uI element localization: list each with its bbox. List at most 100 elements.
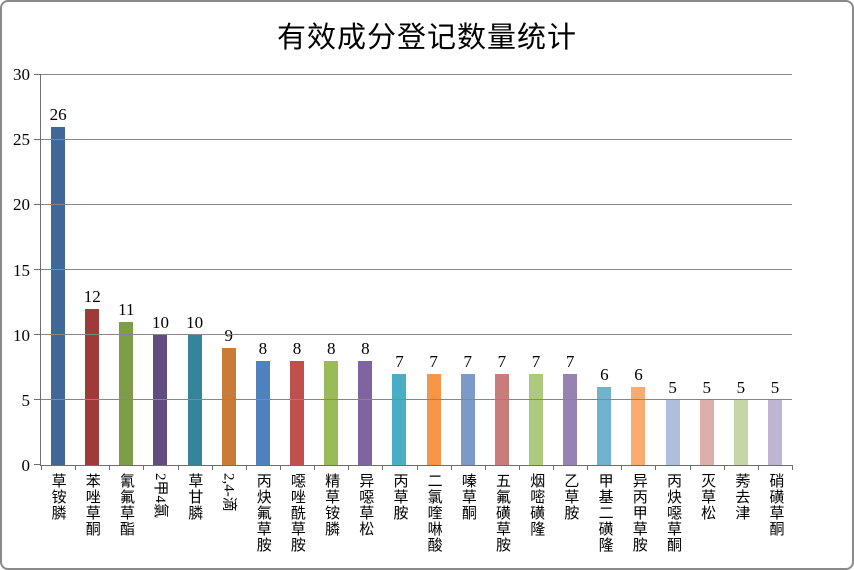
x-axis-tick (382, 465, 384, 470)
category-label-text: 硝磺草酮 (767, 473, 784, 537)
bar-value-label: 5 (736, 378, 746, 398)
x-axis-tick (109, 465, 111, 470)
y-axis-tick-label: 25 (13, 130, 30, 150)
x-axis-tick (484, 465, 486, 470)
bar-value-label: 6 (600, 365, 609, 384)
x-axis-tick (587, 465, 589, 470)
bar-value-label: 26 (49, 105, 67, 124)
gridline (41, 334, 792, 336)
bar (221, 348, 236, 465)
x-axis-tick (143, 465, 145, 470)
category-label-text: 丙草胺 (391, 473, 408, 521)
y-axis-tick (34, 204, 41, 206)
x-axis-category-label: 丙炔氟草胺 (245, 473, 279, 553)
bar-slot: 8 (280, 75, 314, 465)
y-axis-tick (34, 74, 41, 75)
bar-slot: 5 (690, 75, 724, 465)
bar-value-label: 8 (292, 339, 302, 358)
category-label-text: 2甲4氯 (152, 473, 169, 519)
gridline (41, 269, 792, 270)
bar-value-label: 9 (224, 326, 234, 345)
x-axis-category-label: 烟嘧磺隆 (519, 473, 553, 537)
bar-slot: 9 (212, 75, 246, 465)
bar-slot: 7 (417, 75, 451, 465)
y-axis-tick-label: 30 (13, 65, 30, 84)
bar-value-label: 8 (258, 339, 268, 358)
bar (426, 374, 441, 465)
category-label-text: 莠去津 (733, 473, 750, 521)
category-label-text: 噁唑酰草胺 (288, 473, 305, 553)
bar-value-label: 11 (118, 300, 135, 319)
x-axis-category-label: 嗪草酮 (450, 473, 484, 521)
bar (494, 374, 509, 465)
x-axis-tick (553, 465, 555, 470)
bars-container: 26 12 11 10 10 9 8 8 8 8 7 7 7 7 7 7 6 6 5 5 5 5 (41, 75, 792, 465)
x-axis-category-label: 苯唑草酮 (74, 473, 108, 537)
x-axis-tick (245, 465, 247, 470)
bar-value-label: 7 (497, 352, 507, 371)
category-label-text: 异丙甲草胺 (630, 473, 647, 553)
x-axis-tick (177, 465, 179, 470)
bar-slot: 8 (314, 75, 348, 465)
x-axis-category-label: 五氟磺草胺 (484, 473, 518, 553)
x-axis-category-label: 2甲4氯 (143, 473, 177, 518)
x-axis-tick (757, 465, 759, 470)
x-axis-category-label: 丙炔噁草酮 (655, 473, 689, 553)
bar (255, 361, 270, 465)
bar-slot: 10 (178, 75, 212, 465)
category-label-text: 灭草松 (699, 473, 716, 521)
category-label-text: 五氟磺草胺 (494, 473, 511, 553)
bar-slot: 6 (587, 75, 621, 465)
bar-slot: 7 (553, 75, 587, 465)
bar-slot: 12 (75, 75, 109, 465)
bar-value-label: 7 (463, 352, 473, 371)
category-label-text: 草铵膦 (49, 473, 66, 521)
y-axis-tick-label: 10 (13, 325, 30, 345)
bar-value-label: 5 (770, 378, 780, 398)
gridline (41, 139, 792, 140)
category-label-text: 二氯喹啉酸 (425, 473, 442, 553)
bar (563, 374, 578, 465)
bar (529, 374, 544, 465)
bar (324, 361, 339, 465)
x-axis-category-label: 精草铵膦 (314, 473, 348, 537)
category-label-text: 嗪草酮 (459, 473, 476, 521)
bar-slot: 8 (246, 75, 280, 465)
bar-slot: 7 (382, 75, 416, 465)
bar (460, 374, 475, 465)
x-axis-tick (723, 465, 725, 470)
bar (631, 387, 646, 465)
gridline (41, 399, 792, 401)
bar-value-label: 8 (361, 339, 370, 358)
x-axis-category-label: 乙草胺 (553, 473, 587, 521)
x-axis-tick (416, 465, 418, 470)
x-axis-tick (621, 465, 623, 470)
bar-slot: 10 (143, 75, 177, 465)
category-label-text: 异噁草松 (357, 473, 374, 537)
bar-value-label: 7 (531, 352, 541, 371)
bar-value-label: 12 (83, 287, 101, 306)
x-axis-category-label: 莠去津 (724, 473, 758, 521)
y-axis-tick-label: 0 (21, 456, 31, 475)
bar-value-label: 5 (668, 378, 677, 398)
x-axis-category-label: 灭草松 (690, 473, 724, 521)
bar-slot: 7 (519, 75, 553, 465)
bar-value-label: 7 (395, 352, 404, 371)
x-axis-category-label: 2,4-滴 (211, 473, 245, 512)
bar (597, 387, 612, 465)
bar (665, 400, 680, 465)
bar-value-label: 10 (186, 313, 204, 333)
chart-title: 有效成分登记数量统计 (276, 22, 577, 54)
y-axis-tick (34, 334, 41, 336)
x-axis-tick (655, 465, 657, 470)
category-label-text: 烟嘧磺隆 (528, 473, 545, 537)
y-axis-tick (34, 399, 41, 401)
bar (392, 374, 407, 465)
bar (85, 309, 100, 465)
x-axis-tick (450, 465, 452, 470)
x-axis-labels: 草铵膦 苯唑草酮 氰氟草酯 2甲4氯 草甘膦 2,4-滴 丙炔氟草胺 噁唑酰草胺 精草铵膦 异噁草… (40, 473, 792, 553)
category-label-text: 精草铵膦 (323, 473, 340, 537)
x-axis-tick (279, 465, 281, 470)
bar-slot: 26 (41, 75, 75, 465)
